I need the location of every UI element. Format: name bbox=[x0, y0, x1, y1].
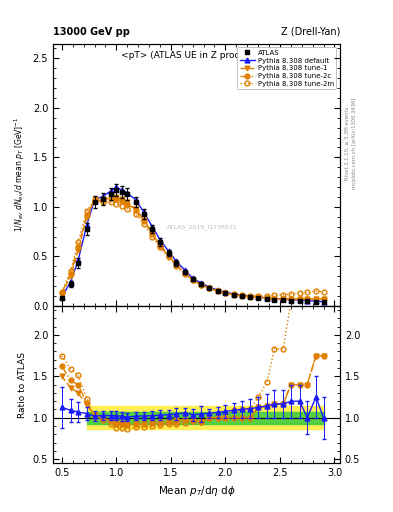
Text: <pT> (ATLAS UE in Z production): <pT> (ATLAS UE in Z production) bbox=[121, 51, 272, 60]
Y-axis label: Ratio to ATLAS: Ratio to ATLAS bbox=[18, 352, 27, 418]
X-axis label: Mean $p_T$/d$\eta$ d$\phi$: Mean $p_T$/d$\eta$ d$\phi$ bbox=[158, 484, 235, 498]
Legend: ATLAS, Pythia 8.308 default, Pythia 8.308 tune-1, Pythia 8.308 tune-2c, Pythia 8: ATLAS, Pythia 8.308 default, Pythia 8.30… bbox=[237, 47, 336, 90]
Text: ATLAS_2019_I1736531: ATLAS_2019_I1736531 bbox=[167, 224, 238, 230]
Text: Rivet 3.1.10, ≥ 3.3M events: Rivet 3.1.10, ≥ 3.3M events bbox=[345, 106, 350, 180]
Text: 13000 GeV pp: 13000 GeV pp bbox=[53, 27, 130, 37]
Text: Z (Drell-Yan): Z (Drell-Yan) bbox=[281, 27, 340, 37]
Y-axis label: $1/N_{ev}$ $dN_{ev}/d$ mean $p_T$ [GeV]$^{-1}$: $1/N_{ev}$ $dN_{ev}/d$ mean $p_T$ [GeV]$… bbox=[13, 117, 27, 232]
Text: mcplots.cern.ch [arXiv:1306.3436]: mcplots.cern.ch [arXiv:1306.3436] bbox=[352, 98, 357, 189]
